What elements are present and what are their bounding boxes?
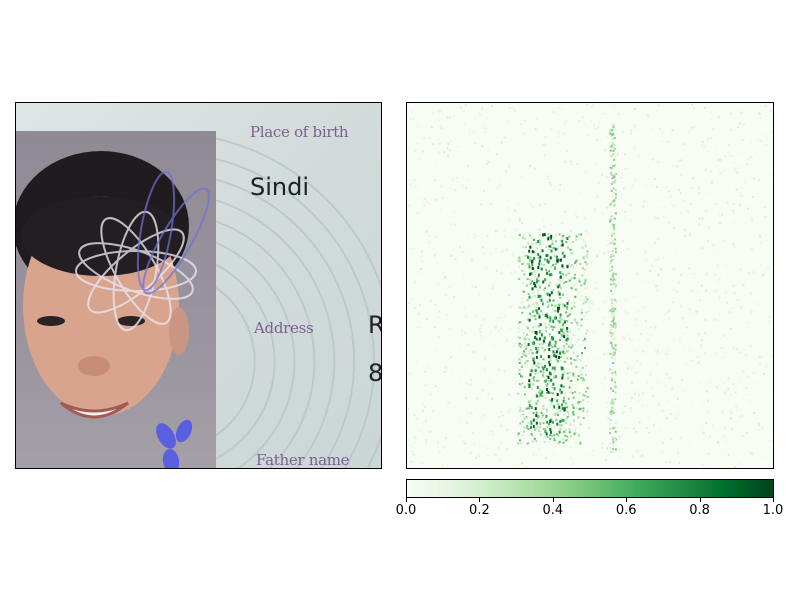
colorbar-tick-label: 1.0	[762, 503, 784, 518]
heatmap-canvas	[407, 103, 773, 468]
colorbar-tick-label: 0.6	[615, 503, 637, 518]
colorbar-tick-label: 0.8	[689, 503, 710, 518]
colorbar-tick-label: 0.0	[395, 503, 417, 518]
portrait-drawing	[16, 151, 210, 468]
colorbar-tick	[699, 498, 701, 502]
colorbar-tick	[479, 498, 481, 502]
place-of-birth-label: Place of birth	[250, 123, 349, 141]
heatmap-cells	[407, 103, 773, 468]
father-name-label: Father name	[256, 451, 350, 469]
address-label: Address	[254, 319, 314, 337]
colorbar-tick-label: 0.2	[469, 503, 490, 518]
id-card-image: Place of birth Sindi Address R 8 Father …	[15, 102, 382, 469]
colorbar-tick	[552, 498, 554, 502]
colorbar-tick-label: 0.4	[542, 503, 564, 518]
portrait-photo	[16, 131, 216, 468]
colorbar-tick	[626, 498, 628, 502]
address-value-line2: 8	[368, 359, 382, 387]
address-value-line1: R	[368, 311, 381, 339]
colorbar-tick	[406, 498, 407, 502]
colorbar	[406, 479, 774, 498]
attribution-heatmap	[406, 102, 774, 469]
place-of-birth-value: Sindi	[250, 173, 310, 201]
colorbar-tick	[773, 498, 774, 502]
